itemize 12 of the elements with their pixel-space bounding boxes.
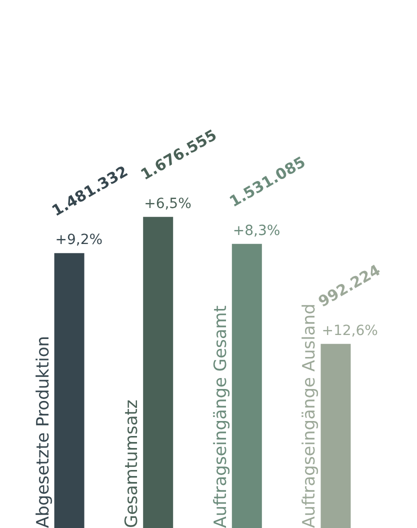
x-tick-label: Auftragseingänge Ausland bbox=[300, 304, 320, 528]
bar bbox=[54, 253, 84, 528]
annotation: +12,6% bbox=[322, 322, 378, 339]
bar bbox=[232, 244, 262, 528]
x-tick-label: Auftragseingänge Gesamt bbox=[210, 305, 231, 528]
bar bbox=[320, 344, 351, 528]
x-tick-label: Abgesetzte Produktion bbox=[33, 336, 54, 528]
annotation: +8,3% bbox=[232, 222, 280, 239]
annotation: +9,2% bbox=[55, 232, 103, 248]
text: +6,5% bbox=[144, 196, 192, 212]
x-tick-label: Gesamtumsatz bbox=[122, 400, 142, 528]
bar bbox=[143, 216, 174, 528]
